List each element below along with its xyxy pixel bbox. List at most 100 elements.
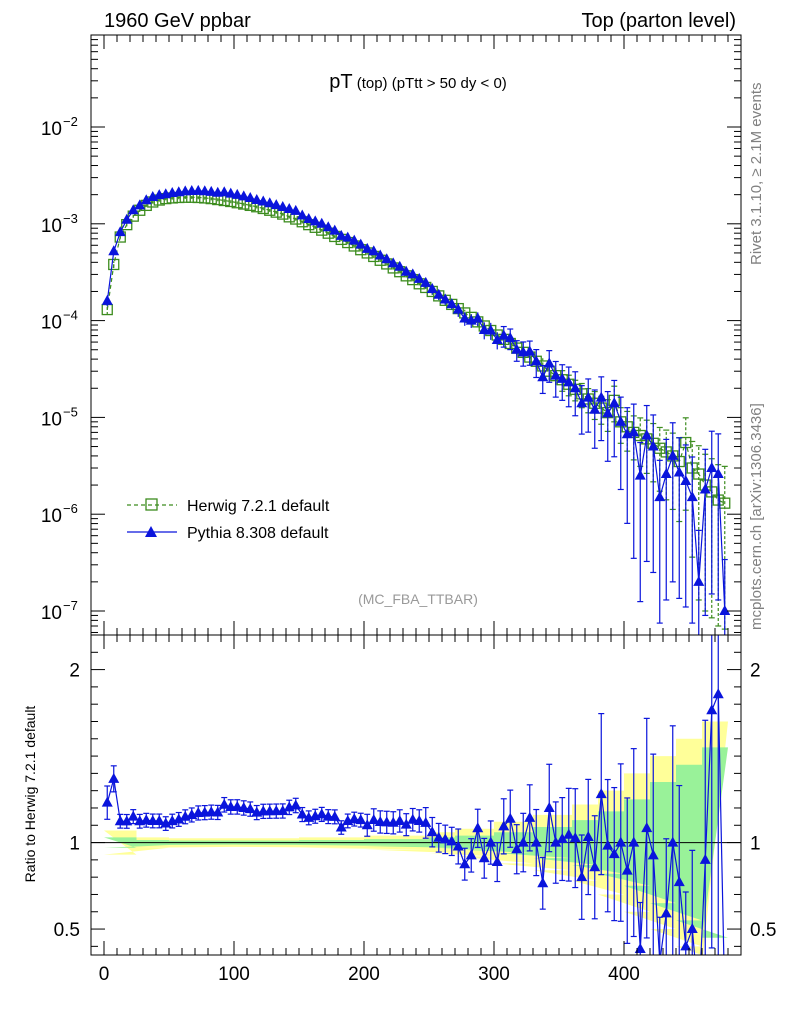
data-point [218,186,230,197]
data-point [712,468,724,479]
data-point [251,194,263,205]
data-point [452,303,464,314]
data-point [660,468,672,479]
data-point [348,234,360,245]
data-point [134,199,146,210]
ratio-y-tick-label: 2 [69,661,80,682]
ratio-uncertainty-bands [91,721,741,955]
ratio-band-outer [104,721,728,955]
main-y-tick-exponent: −5 [63,404,78,419]
ratio-y-tick-label: 0.5 [54,920,80,941]
data-point [667,449,679,460]
ratio-point [173,813,185,824]
ratio-point [498,820,510,831]
ratio-point [660,907,672,918]
ratio-y-tick-label-right: 1 [750,834,761,855]
ratio-point [478,852,490,863]
ratio-point [277,804,289,815]
ratio-point [290,799,302,810]
ratio-point [667,836,679,847]
data-point [628,426,640,437]
ratio-point [394,814,406,825]
data-point [309,215,321,226]
data-point [400,265,412,276]
ratio-point [335,821,347,832]
data-point [303,213,315,224]
x-tick-label: 200 [348,964,380,985]
data-point [394,260,406,271]
data-point [647,440,659,451]
main-y-tick-label: 10 [41,119,62,140]
ratio-point [361,819,373,830]
legend-label-pythia: Pythia 8.308 default [187,525,329,542]
plot-title-sub: (top) (pTtt > 50 dy < 0) [353,75,507,92]
data-point [114,226,126,237]
ratio-point [576,871,588,882]
series-herwig [101,191,731,630]
legend-marker-herwig [145,498,158,511]
ratio-point [530,836,542,847]
ratio-point [420,816,432,827]
legend: Herwig 7.2.1 default Pythia 8.308 defaul… [127,498,330,542]
main-plot-area [101,184,731,635]
ratio-point [719,996,730,1006]
main-axes: 10−210−310−410−510−610−7 [41,34,742,636]
ratio-point [121,815,133,826]
ratio-point [615,836,627,847]
main-y-tick-exponent: −6 [63,501,78,516]
data-point [530,355,542,366]
ratio-y-axis-label: Ratio to Herwig 7.2.1 default [22,706,38,883]
data-point [504,332,516,343]
ratio-point [433,831,445,842]
ratio-point [602,839,614,850]
data-point [550,369,562,380]
main-y-tick-label: 10 [41,506,62,527]
ratio-point [127,810,139,821]
main-y-tick-exponent: −4 [63,308,78,323]
main-y-tick-exponent: −3 [63,211,78,226]
ratio-point [699,853,711,864]
ratio-point [504,812,516,823]
data-point [439,293,451,304]
ratio-point [218,798,230,809]
ratio-point [348,813,360,824]
ratio-point [686,923,698,934]
data-point [569,382,581,393]
data-point [335,229,347,240]
ratio-point [680,940,692,951]
ratio-point [524,811,536,822]
ratio-point [543,801,555,812]
data-point [270,199,282,210]
data-point [563,376,575,387]
data-point [719,497,731,509]
data-point [543,357,555,368]
tick-base: 10 [41,409,62,430]
data-point [387,257,399,268]
ratio-point [407,813,419,824]
ratio-point [589,861,601,872]
data-point [654,491,666,502]
ratio-point [654,955,665,965]
data-point [355,238,367,249]
data-point [381,253,393,264]
data-point [342,231,354,242]
data-point [589,403,601,414]
rivet-version-label: Rivet 3.1.10, ≥ 2.1M events [748,83,765,266]
x-tick-label: 0 [99,964,110,985]
data-point [316,217,328,228]
ratio-point [296,808,308,819]
ratio-point [621,864,633,875]
data-point [472,312,484,323]
ratio-point [641,822,653,833]
ratio-y-tick-label-right: 0.5 [750,920,776,941]
ratio-point [316,808,328,819]
ratio-point [244,803,256,814]
data-point [140,194,152,205]
ratio-point [517,836,529,847]
data-point [576,397,588,408]
ratio-point [693,996,704,1006]
legend-label-herwig: Herwig 7.2.1 default [187,498,330,515]
legend-marker-pythia [145,526,157,537]
ratio-point [212,806,224,817]
data-point [446,298,458,309]
